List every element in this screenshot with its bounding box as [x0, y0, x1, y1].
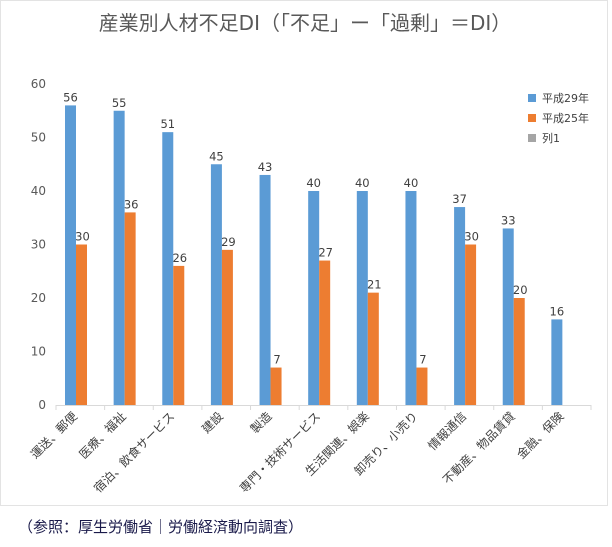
bar-s1-c5 — [319, 260, 331, 405]
data-label-s0-c10: 16 — [550, 304, 565, 318]
data-label-s1-c8: 30 — [464, 230, 479, 244]
chart-title: 産業別人材不足DI（「不足」ー「過剰」＝DI） — [98, 11, 512, 35]
bar-s0-c9 — [502, 228, 514, 405]
legend: 平成29年 平成25年 列1 — [528, 88, 589, 148]
data-label-s0-c9: 33 — [501, 213, 516, 227]
data-label-s1-c3: 29 — [221, 235, 236, 249]
data-label-s0-c3: 45 — [209, 149, 224, 163]
data-label-s0-c8: 37 — [452, 192, 467, 206]
data-label-s1-c0: 30 — [75, 230, 90, 244]
data-label-s1-c5: 27 — [318, 246, 333, 260]
data-label-s1-c1: 36 — [124, 197, 139, 211]
x-category-label-8: 情報通信 — [425, 409, 469, 453]
bar-s0-c5 — [308, 191, 320, 405]
x-category-label-0: 運送、郵便 — [27, 409, 80, 462]
data-label-s1-c6: 21 — [367, 278, 382, 292]
x-category-label-5: 専門・技術サービス — [237, 409, 323, 495]
legend-swatch-2 — [528, 134, 536, 142]
bar-s1-c2 — [173, 265, 185, 405]
bar-s0-c3 — [210, 164, 222, 405]
x-category-label-10: 金融、保険 — [513, 409, 566, 462]
legend-swatch-1 — [528, 114, 536, 122]
bar-s1-c6 — [367, 292, 379, 405]
chart-frame: 産業別人材不足DI（「不足」ー「過剰」＝DI） 0 10 20 30 40 50 60 56 5… — [0, 0, 608, 506]
bar-s0-c2 — [162, 132, 174, 405]
bar-s0-c4 — [259, 174, 271, 405]
y-tick-label-2: 20 — [31, 291, 46, 305]
data-label-s0-c7: 40 — [404, 176, 419, 190]
data-label-s0-c1: 55 — [112, 96, 127, 110]
bar-s1-c4 — [270, 367, 282, 405]
y-tick-label-0: 0 — [38, 398, 46, 412]
bar-s0-c10 — [551, 319, 563, 405]
legend-label-0: 平成29年 — [542, 92, 589, 105]
data-label-s0-c2: 51 — [160, 117, 175, 131]
bar-chart: 0 10 20 30 40 50 60 56 55 51 45 43 40 40 40 37 33 16 30 36 2… — [27, 77, 592, 496]
x-category-label-4: 製造 — [248, 409, 275, 436]
legend-item-0: 平成29年 — [528, 88, 589, 108]
data-label-s0-c6: 40 — [355, 176, 370, 190]
data-label-s0-c4: 43 — [258, 160, 273, 174]
bar-s0-c1 — [113, 110, 125, 405]
bar-s0-c0 — [65, 105, 76, 406]
data-label-s0-c5: 40 — [306, 176, 321, 190]
bar-s1-c7 — [416, 367, 428, 405]
x-category-label-1: 医療、福祉 — [76, 409, 129, 462]
data-label-s1-c4: 7 — [273, 353, 280, 367]
bar-s1-c1 — [124, 212, 136, 405]
legend-item-1: 平成25年 — [528, 108, 589, 128]
y-tick-label-5: 50 — [31, 131, 46, 145]
bar-s1-c9 — [513, 298, 525, 405]
bar-s0-c6 — [356, 191, 368, 405]
y-tick-label-3: 30 — [31, 238, 46, 252]
y-tick-label-4: 40 — [31, 184, 46, 198]
y-tick-label-6: 60 — [31, 77, 46, 91]
bar-s1-c8 — [465, 244, 477, 405]
bar-s0-c7 — [405, 191, 417, 405]
data-label-s1-c7: 7 — [419, 353, 426, 367]
legend-label-1: 平成25年 — [542, 112, 589, 125]
data-label-s0-c0: 56 — [63, 90, 78, 104]
bar-s1-c0 — [76, 244, 87, 405]
x-category-label-2: 宿泊、飲食サービス — [90, 409, 177, 496]
bar-s0-c8 — [454, 207, 466, 405]
legend-swatch-0 — [528, 94, 536, 102]
bar-s1-c3 — [221, 249, 233, 405]
legend-label-2: 列1 — [542, 132, 560, 145]
x-category-label-3: 建設 — [198, 409, 226, 437]
legend-item-2: 列1 — [528, 128, 589, 148]
data-label-s1-c9: 20 — [513, 283, 528, 297]
source-note: （参照：厚生労働省｜労働経済動向調査） — [18, 518, 304, 536]
data-label-s1-c2: 26 — [172, 251, 187, 265]
y-tick-label-1: 10 — [31, 345, 46, 359]
